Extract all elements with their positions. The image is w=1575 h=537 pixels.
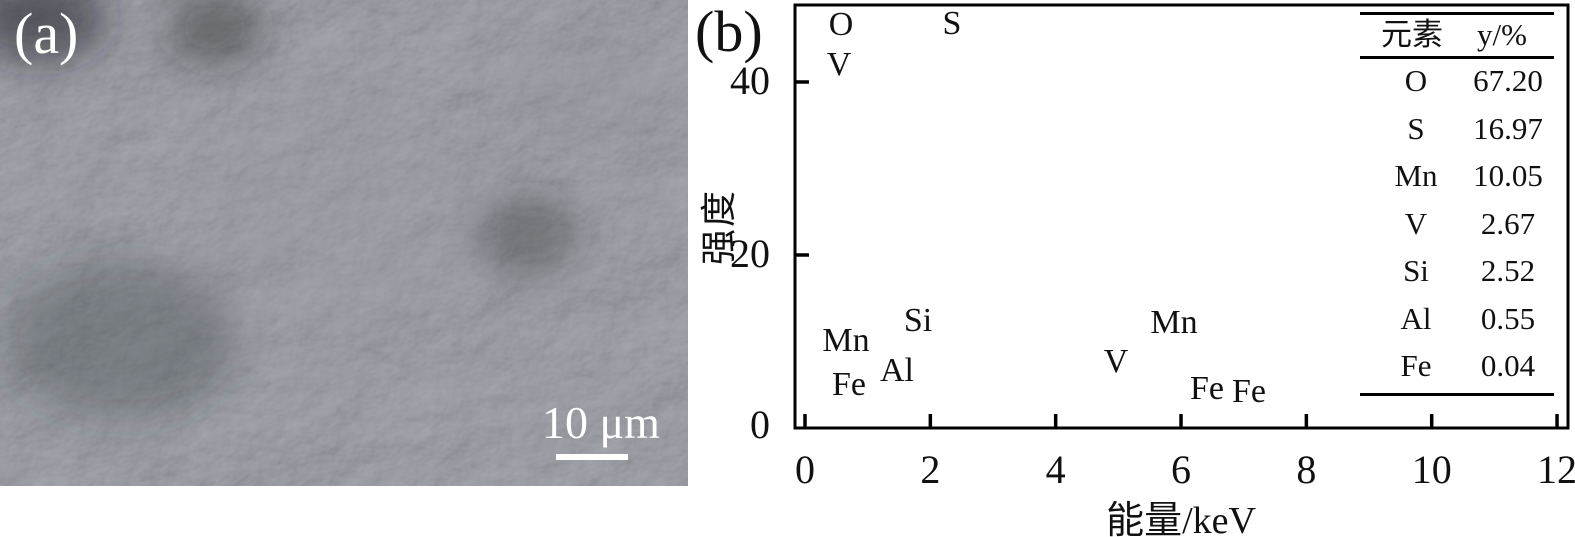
y-tick-label: 20 [730, 231, 770, 276]
axis-ticks [795, 80, 1559, 428]
table-cell-element: Si [1403, 253, 1429, 288]
x-tick-label: 4 [1045, 447, 1066, 492]
table-cell-value: 2.67 [1480, 205, 1536, 241]
x-tick-label: 10 [1411, 447, 1452, 492]
x-tick-label: 0 [795, 447, 815, 492]
plot-border [793, 3, 1570, 430]
table-header-rule [1360, 56, 1554, 59]
table-cell-element: Fe [1400, 348, 1432, 383]
y-tick-label: 40 [730, 58, 770, 103]
scale-bar-text: 10 μm [542, 397, 660, 448]
table-cell-value: 10.05 [1473, 158, 1543, 193]
x-tick-label: 12 [1537, 447, 1575, 492]
table-cell-value: 2.52 [1480, 253, 1536, 288]
table-cell-value: 0.55 [1480, 300, 1536, 336]
sem-micrograph: (a) 10 μm [0, 0, 688, 486]
sem-shading [0, 0, 688, 420]
scale-bar [556, 454, 628, 460]
x-tick-label: 2 [920, 447, 941, 492]
x-axis-label: 能量/keV [1106, 500, 1256, 537]
table-cell-element: V [1404, 205, 1428, 241]
sem-texture-image [0, 0, 688, 486]
table-cell-element: S [1407, 110, 1425, 146]
table-cell-value: 0.04 [1480, 348, 1536, 383]
table-cell-value: 67.20 [1473, 63, 1543, 98]
x-tick-label: 8 [1296, 447, 1317, 492]
y-tick-label: 0 [750, 402, 770, 447]
table-header-value: y/% [1477, 17, 1527, 52]
table-bottom-rule [1360, 393, 1554, 396]
panel-a-label: (a) [14, 1, 79, 66]
table-header-element: 元素 [1381, 17, 1443, 52]
table-cell-value: 16.97 [1473, 110, 1543, 146]
table-cell-element: Mn [1394, 158, 1438, 193]
table-cell-element: Al [1400, 300, 1432, 336]
table-top-rule [1360, 12, 1554, 15]
table-cell-element: O [1404, 63, 1428, 98]
x-tick-label: 6 [1171, 447, 1192, 492]
panel-b-label: (b) [695, 0, 763, 64]
